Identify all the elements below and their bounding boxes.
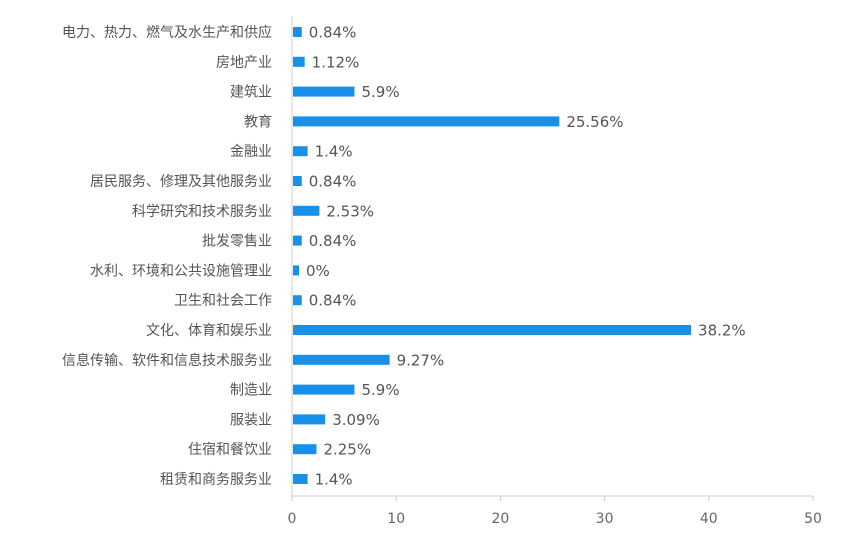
bar: [293, 205, 320, 216]
category-label: 制造业: [230, 383, 272, 399]
bar: [293, 414, 326, 425]
bar: [293, 146, 308, 157]
axis-layer: 0 10 20 30 40 50: [288, 16, 822, 527]
value-label: 1.4%: [315, 143, 353, 161]
bar: [293, 444, 317, 455]
category-label: 电力、热力、燃气及水生产和供应: [62, 24, 272, 41]
value-label: 9.27%: [397, 351, 445, 369]
category-label: 金融业: [230, 144, 272, 160]
bar: [293, 295, 302, 306]
category-label: 教育: [244, 114, 272, 130]
value-label: 38.2%: [698, 322, 746, 340]
bar: [293, 27, 302, 37]
x-tick-label: 10: [387, 511, 405, 527]
bar: [293, 354, 390, 365]
value-label: 2.53%: [326, 202, 374, 220]
category-label: 信息传输、软件和信息技术服务业: [62, 352, 272, 369]
category-label: 居民服务、修理及其他服务业: [90, 174, 272, 190]
bar: [293, 235, 302, 246]
value-label: 25.56%: [566, 113, 623, 131]
value-label: 0%: [306, 262, 330, 280]
value-label: 5.9%: [361, 83, 399, 101]
value-label: 0.84%: [309, 292, 357, 310]
category-label: 水利、环境和公共设施管理业: [90, 263, 272, 279]
bar: [293, 56, 305, 67]
bars-layer: 电力、热力、燃气及水生产和供应 0.84% 房地产业 1.12% 建筑业 5.9% 教育 25…: [62, 24, 746, 489]
bar: [293, 325, 692, 335]
category-label: 文化、体育和娱乐业: [146, 323, 272, 339]
value-label: 0.84%: [309, 232, 357, 250]
bar: [293, 116, 560, 127]
bar: [293, 176, 302, 186]
value-label: 5.9%: [361, 381, 399, 399]
value-label: 1.4%: [315, 471, 353, 489]
x-tick-label: 0: [288, 511, 297, 527]
value-label: 1.12%: [312, 53, 360, 71]
category-label: 批发零售业: [202, 234, 272, 250]
bar: [293, 86, 355, 97]
category-label: 租赁和商务服务业: [160, 472, 272, 488]
bar: [293, 474, 308, 484]
value-label: 3.09%: [332, 411, 380, 429]
x-tick-label: 50: [804, 511, 822, 527]
category-label: 卫生和社会工作: [174, 293, 272, 309]
x-tick-label: 40: [700, 511, 718, 527]
value-label: 2.25%: [323, 441, 371, 459]
value-label: 0.84%: [309, 173, 357, 191]
category-label: 服装业: [230, 412, 272, 428]
bar: [293, 265, 299, 276]
x-tick-label: 20: [491, 511, 509, 527]
x-tick-label: 30: [596, 511, 614, 527]
category-label: 住宿和餐饮业: [188, 441, 272, 458]
category-label: 科学研究和技术服务业: [132, 204, 272, 220]
category-label: 建筑业: [230, 85, 272, 101]
category-label: 房地产业: [216, 55, 272, 71]
bar: [293, 384, 355, 395]
value-label: 0.84%: [309, 24, 357, 42]
